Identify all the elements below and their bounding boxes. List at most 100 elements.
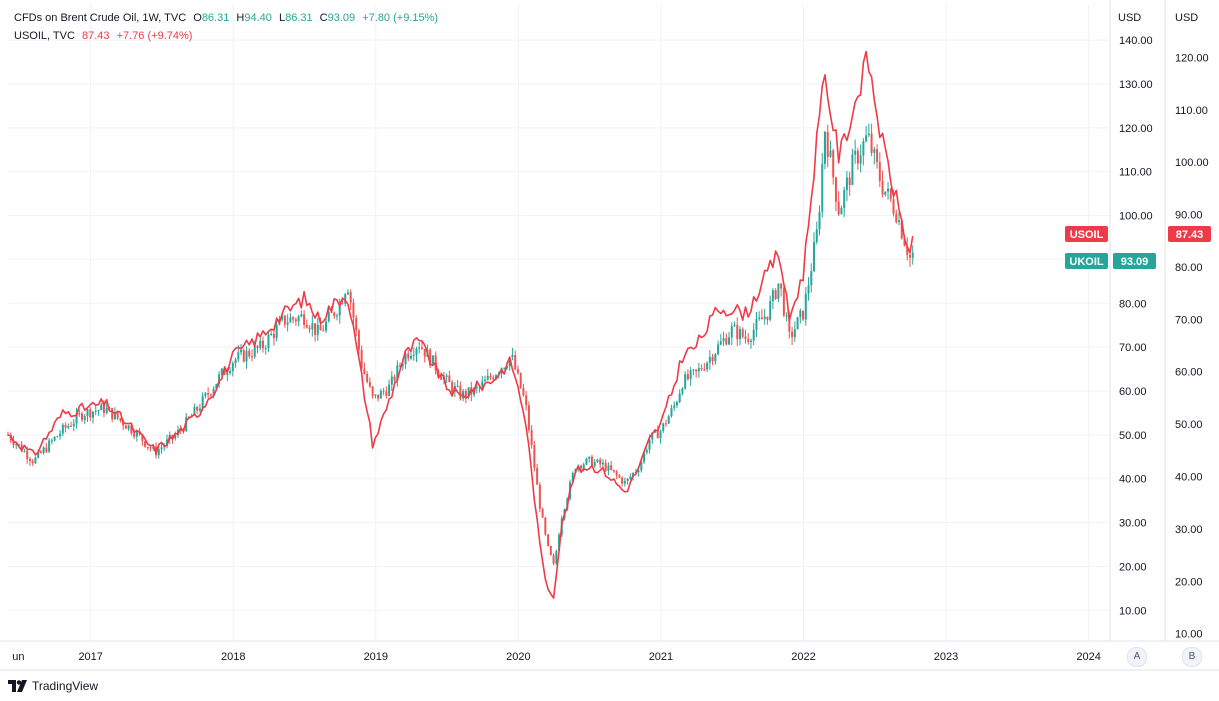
right-axis-currency: USD <box>1175 12 1199 24</box>
ukoil-candle-body <box>86 409 89 417</box>
time-axis-tick-label: 2019 <box>364 651 388 663</box>
ukoil-legend[interactable]: CFDs on Brent Crude Oil, 1W, TVC O86.31 … <box>14 12 442 24</box>
low-value: 86.31 <box>285 12 313 24</box>
ukoil-candle-body <box>533 445 536 468</box>
ukoil-candle-body <box>34 457 37 464</box>
ukoil-candle-body <box>366 373 369 382</box>
ukoil-candle-body <box>815 229 818 243</box>
ukoil-candle-body <box>802 310 805 320</box>
ukoil-candle-body <box>837 201 840 215</box>
ukoil-candle-body <box>242 350 245 362</box>
time-axis[interactable]: un 2017 2018 2019 2020 2021 2022 2023 2024 <box>12 651 1101 663</box>
ukoil-candle-body <box>415 348 418 355</box>
ukoil-candle-body <box>908 254 911 258</box>
ukoil-candle-body <box>782 288 785 316</box>
ukoil-candle-body <box>667 416 670 424</box>
ukoil-candle-body <box>807 285 810 294</box>
ukoil-candle-body <box>695 369 698 372</box>
price-axes[interactable]: 10.00 20.00 30.00 40.00 50.00 60.00 70.00 80.00… <box>1119 35 1209 641</box>
ukoil-name-tag <box>1065 253 1108 269</box>
ukoil-candle-body <box>686 374 689 380</box>
auto-scale-button[interactable]: A <box>1127 647 1147 667</box>
ukoil-candle-body <box>355 317 358 331</box>
ukoil-candle-body <box>209 394 212 396</box>
ukoil-candle-body <box>223 368 226 375</box>
time-axis-tick-label: un <box>12 651 24 663</box>
ukoil-candle-body <box>72 423 75 427</box>
open-value: 86.31 <box>201 12 230 24</box>
ukoil-candle-body <box>240 350 243 353</box>
ukoil-candle-body <box>615 471 618 476</box>
ukoil-candle-body <box>492 377 495 380</box>
low-label: L <box>278 12 286 24</box>
ukoil-candle-body <box>733 324 736 327</box>
ukoil-candle-body <box>448 375 451 383</box>
ukoil-candle-body <box>771 290 774 302</box>
tradingview-logo-icon <box>8 680 27 692</box>
ukoil-candle-body <box>75 413 78 424</box>
ukoil-candle-body <box>571 472 574 483</box>
close-value: 93.09 <box>327 12 356 24</box>
ukoil-candle-body <box>23 451 26 453</box>
ukoil-candle-body <box>903 238 906 246</box>
ukoil-candle-body <box>89 409 92 418</box>
ukoil-candle-body <box>796 317 799 330</box>
ukoil-candle-body <box>862 141 865 156</box>
ukoil-candle-body <box>264 348 267 350</box>
usoil-value: 87.43 <box>82 30 110 42</box>
ukoil-candle-body <box>623 480 626 484</box>
right-axis-tick-label: 110.00 <box>1175 105 1208 117</box>
ukoil-candle-body <box>752 329 755 341</box>
ukoil-candle-body <box>207 393 210 395</box>
time-axis-tick-label: 2017 <box>78 651 102 663</box>
ukoil-candle-body <box>218 374 221 384</box>
ukoil-candle-body <box>810 271 813 286</box>
ukoil-candle-body <box>626 478 629 481</box>
usoil-legend[interactable]: USOIL, TVC 87.43 +7.76 (+9.74%) <box>14 30 196 42</box>
ukoil-legend-title: CFDs on Brent Crude Oil, 1W, TVC <box>14 12 187 24</box>
ukoil-candle-body <box>541 508 544 518</box>
ukoil-candle-body <box>459 385 462 399</box>
ukoil-candle-body <box>785 315 788 317</box>
ukoil-candle-body <box>437 370 440 376</box>
ukoil-candle-body <box>744 336 747 339</box>
ukoil-candle-body <box>829 150 832 157</box>
ukoil-candle-body <box>681 388 684 394</box>
ukoil-candle-body <box>429 349 432 366</box>
ukoil-candle-body <box>777 283 780 299</box>
time-axis-tick-label: 2020 <box>506 651 530 663</box>
ukoil-candle-body <box>9 434 12 441</box>
ukoil-candle-body <box>848 177 851 185</box>
ukoil-candle-body <box>404 353 407 365</box>
ukoil-candle-body <box>37 451 40 458</box>
ukoil-candle-body <box>763 316 766 320</box>
ukoil-candle-body <box>558 534 561 551</box>
ukoil-candle-body <box>352 302 355 318</box>
left-axis-tick-label: 130.00 <box>1119 79 1153 91</box>
ukoil-candle-body <box>503 367 506 369</box>
ukoil-candle-body <box>774 290 777 299</box>
ukoil-candle-body <box>640 461 643 471</box>
ukoil-candle-body <box>410 355 413 359</box>
ukoil-candle-body <box>799 310 802 318</box>
ukoil-candle-body <box>898 220 901 223</box>
right-axis-tick-label: 70.00 <box>1175 314 1203 326</box>
tradingview-brand[interactable]: TradingView <box>8 679 98 693</box>
ukoil-candle-body <box>519 372 522 389</box>
usoil-value-tag <box>1168 226 1211 242</box>
ukoil-candle-body <box>703 369 706 371</box>
left-axis-currency: USD <box>1118 12 1142 24</box>
ukoil-candle-body <box>530 429 533 446</box>
ukoil-candle-body <box>552 555 555 564</box>
usoil-line-path <box>7 50 914 599</box>
scale-b-button[interactable]: B <box>1182 647 1202 667</box>
ukoil-candle-body <box>349 292 352 303</box>
ukoil-candle-body <box>892 199 895 214</box>
ukoil-candle-body <box>220 368 223 375</box>
ukoil-candle-body <box>111 407 114 420</box>
ukoil-candle-body <box>371 386 374 396</box>
ukoil-candle-body <box>607 465 610 471</box>
ukoil-candle-body <box>281 315 284 320</box>
ukoil-candle-body <box>544 517 547 535</box>
